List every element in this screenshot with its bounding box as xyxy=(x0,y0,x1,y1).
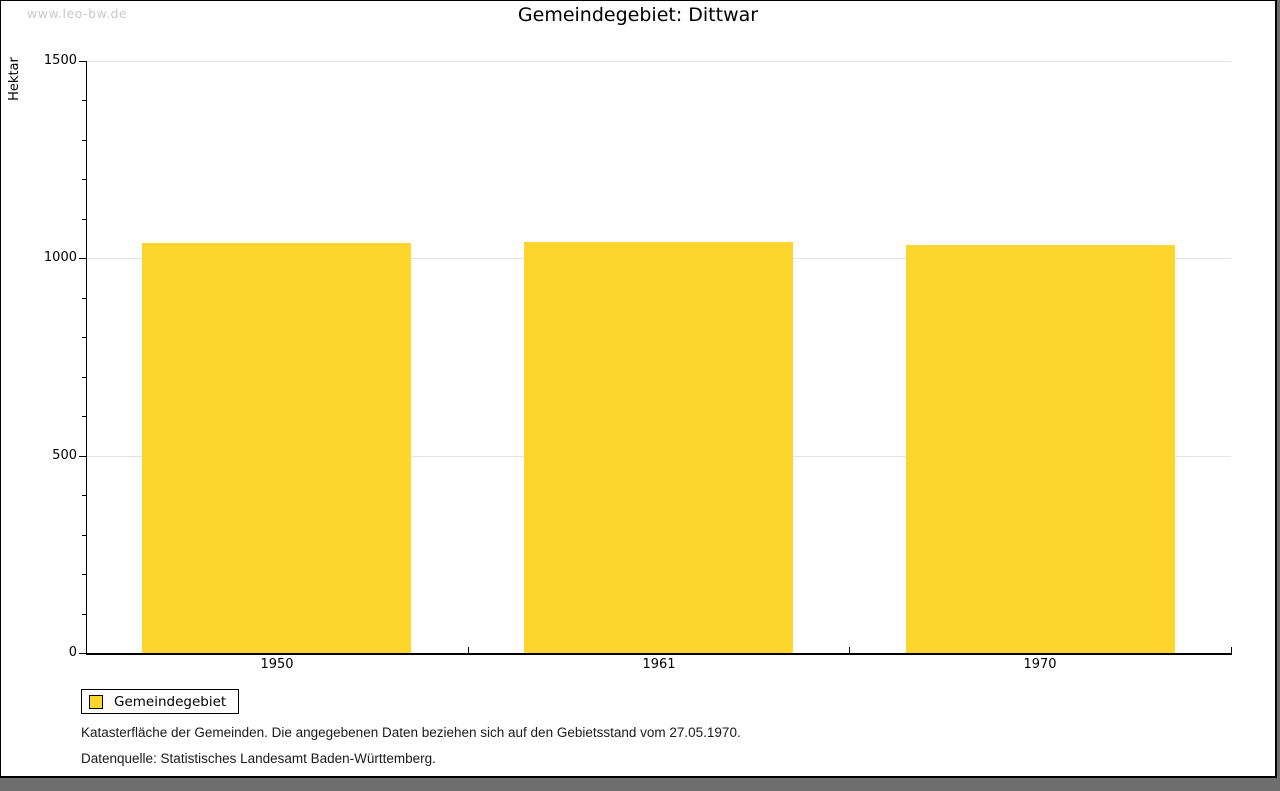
y-tick xyxy=(82,535,86,536)
y-tick xyxy=(82,416,86,417)
y-tick-label: 1500 xyxy=(43,53,77,68)
bar xyxy=(524,242,793,653)
y-tick xyxy=(82,298,86,299)
y-tick xyxy=(82,140,86,141)
legend-label: Gemeindegebiet xyxy=(114,693,227,710)
gridline xyxy=(87,61,1231,62)
y-tick xyxy=(79,653,86,654)
x-tick xyxy=(849,647,850,653)
y-tick xyxy=(82,614,86,615)
x-tick-label: 1961 xyxy=(642,657,676,672)
y-tick xyxy=(82,179,86,180)
x-tick-label: 1970 xyxy=(1023,657,1057,672)
footer-source: Datenquelle: Statistisches Landesamt Bad… xyxy=(81,751,436,766)
x-tick xyxy=(86,647,87,653)
y-tick xyxy=(82,100,86,101)
y-tick xyxy=(82,219,86,220)
bar xyxy=(906,245,1175,653)
watermark: www.leo-bw.de xyxy=(27,6,128,21)
y-tick-label: 500 xyxy=(52,448,77,463)
y-tick xyxy=(79,61,86,62)
chart-title: Gemeindegebiet: Dittwar xyxy=(517,4,759,26)
bar xyxy=(142,243,411,653)
plot-area: 1950 1961 1970 0 500 1000 1500 xyxy=(1,1,1275,776)
y-tick xyxy=(79,456,86,457)
y-tick xyxy=(79,258,86,259)
y-tick xyxy=(82,495,86,496)
y-tick xyxy=(82,377,86,378)
legend: Gemeindegebiet xyxy=(81,689,240,714)
y-tick xyxy=(82,337,86,338)
x-axis-line xyxy=(86,653,1232,655)
y-tick xyxy=(82,574,86,575)
y-tick-label: 1000 xyxy=(43,250,77,265)
x-tick xyxy=(1231,647,1232,653)
legend-swatch-icon xyxy=(89,694,103,709)
y-axis-line xyxy=(86,61,87,654)
x-tick-label: 1950 xyxy=(260,657,294,672)
x-tick xyxy=(468,647,469,653)
footer-note: Katasterfläche der Gemeinden. Die angege… xyxy=(81,725,741,740)
y-tick-label: 0 xyxy=(68,645,77,660)
